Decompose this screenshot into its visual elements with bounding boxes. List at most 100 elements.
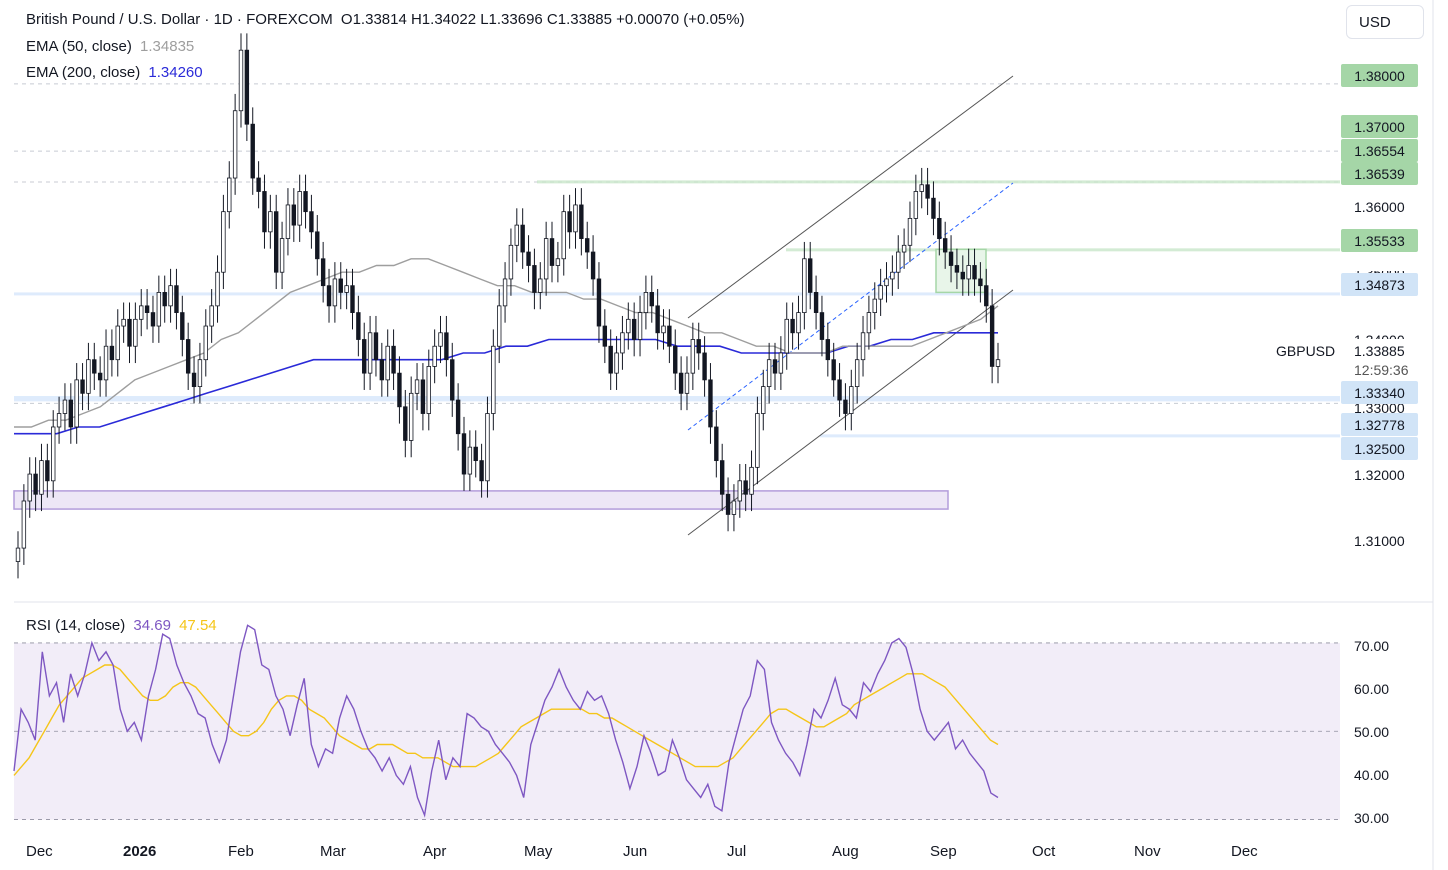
candle-body [455, 399, 461, 435]
candle [901, 228, 907, 269]
candle [520, 208, 525, 269]
candle [596, 262, 602, 343]
candle-body [385, 345, 390, 381]
candle-body [356, 312, 361, 340]
candle [643, 275, 649, 330]
candle [543, 221, 549, 296]
candle-body [755, 413, 760, 468]
candle-body [614, 352, 619, 374]
candle [661, 309, 666, 350]
candle [150, 295, 156, 343]
candle [854, 342, 860, 404]
candle [637, 295, 643, 357]
candle-body [661, 325, 666, 334]
candle-body [127, 318, 132, 347]
time-axis-label: Dec [26, 843, 53, 860]
candle [802, 241, 807, 330]
pivot-tag[interactable]: 1.34873 [1341, 273, 1418, 296]
chart-title: British Pound / U.S. Dollar · 1D · FOREX… [26, 11, 749, 28]
candle [397, 356, 402, 424]
rsi-axis-label: 30.00 [1354, 810, 1390, 826]
candle-body [256, 177, 261, 192]
candle [784, 302, 789, 370]
candle-body [590, 251, 596, 280]
candle [831, 342, 836, 397]
rsi-legend[interactable]: RSI (14, close) 34.69 47.54 [26, 617, 221, 634]
candle-body [532, 265, 537, 293]
candle-body [74, 379, 79, 428]
candle-body [837, 379, 842, 401]
time-axis-label: Dec [1231, 843, 1258, 860]
candle [62, 383, 68, 431]
candle [320, 241, 326, 303]
candle-body [890, 271, 895, 280]
candle [825, 322, 831, 377]
candle-body [197, 359, 203, 388]
candle [45, 443, 50, 498]
candle-body [514, 224, 520, 246]
candle [51, 410, 56, 498]
candle-body [426, 366, 431, 414]
candle-body [802, 258, 807, 313]
candle [913, 174, 919, 236]
candle-body [966, 265, 971, 280]
price-axis-label: 1.34000 [1354, 332, 1405, 348]
candle-body [268, 211, 273, 233]
support-tag[interactable]: 1.32500 [1341, 437, 1418, 460]
time-axis-label: Feb [228, 843, 254, 860]
candle-body [379, 359, 385, 381]
candle-body [526, 251, 531, 266]
currency-button[interactable]: USD [1346, 5, 1424, 39]
candle [362, 322, 367, 390]
resistance-tag[interactable]: 1.35533 [1341, 229, 1418, 252]
candle-body [708, 379, 713, 428]
candle-body [901, 244, 907, 253]
candle [39, 443, 44, 512]
candle-body [813, 292, 819, 313]
resistance-tag[interactable]: 1.37000 [1341, 115, 1418, 138]
candle [156, 275, 162, 343]
candle-body [896, 251, 901, 273]
candle [984, 268, 989, 323]
candle [256, 161, 261, 209]
candle [367, 315, 373, 390]
support-tag[interactable]: 1.32778 [1341, 413, 1418, 436]
candle [878, 268, 883, 316]
candle [74, 363, 79, 444]
candle-body [103, 345, 109, 381]
support-tag[interactable]: 1.33340 [1341, 381, 1418, 404]
candle [21, 484, 27, 565]
time-axis-label: Nov [1134, 843, 1161, 860]
candle [180, 295, 185, 357]
candle-body [496, 305, 502, 347]
rsi-value: 34.69 [133, 617, 171, 634]
candle-body [737, 480, 742, 502]
candle [144, 289, 150, 330]
candle [573, 188, 578, 249]
ema50-legend[interactable]: EMA (50, close) 1.34835 [26, 38, 198, 55]
candle-body [33, 473, 38, 495]
candle [338, 262, 343, 310]
candle [461, 416, 467, 491]
ohlc-values: O1.33814 H1.34022 L1.33696 C1.33885 +0.0… [340, 11, 745, 28]
candle [315, 215, 320, 276]
candle-body [450, 359, 455, 401]
candle-body [414, 379, 420, 394]
candle-body [303, 191, 308, 213]
candle-body [948, 251, 954, 266]
resistance-tag[interactable]: 1.36539 [1341, 162, 1418, 185]
trend-channel [687, 75, 1014, 536]
candle-body [508, 244, 514, 280]
candle-body [520, 224, 525, 253]
candle-body [408, 392, 414, 441]
candle-body [714, 426, 719, 462]
resistance-tag[interactable]: 1.36554 [1341, 139, 1418, 162]
candle [139, 289, 144, 337]
ema200-legend[interactable]: EMA (200, close) 1.34260 [26, 64, 207, 81]
candle [467, 430, 473, 491]
resistance-tag[interactable]: 1.38000 [1341, 64, 1418, 87]
candle-body [238, 49, 244, 112]
candle [162, 275, 167, 323]
candle-body [27, 473, 32, 502]
